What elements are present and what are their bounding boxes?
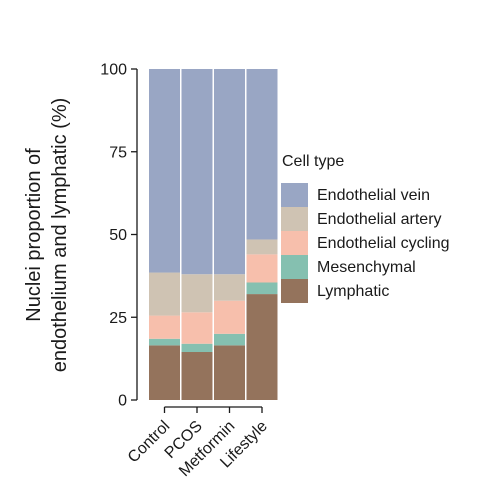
y-tick-label-75: 75 — [109, 144, 127, 161]
bars-group — [149, 69, 278, 400]
legend-swatch-mesenchymal — [281, 255, 308, 279]
legend-label-mesenchymal: Mesenchymal — [317, 259, 416, 276]
bar-segment-endothelial-cycling-control — [149, 315, 180, 339]
bar-segment-lymphatic-pcos — [181, 352, 213, 400]
y-tick-label-100: 100 — [100, 62, 127, 79]
bar-segment-endothelial-artery-metformin — [214, 274, 245, 301]
bar-segment-endothelial-artery-lifestyle — [246, 239, 278, 255]
bar-segment-endothelial-cycling-lifestyle — [246, 254, 278, 283]
bar-segment-lymphatic-control — [149, 345, 180, 400]
y-axis-label: Nuclei proportion of endothelium and lym… — [23, 98, 71, 373]
bar-segment-mesenchymal-pcos — [181, 343, 213, 353]
bar-segment-lymphatic-lifestyle — [246, 294, 278, 400]
legend: Cell type Endothelial vein Endothelial ar… — [281, 153, 450, 303]
legend-label-endothelial-vein: Endothelial vein — [317, 187, 430, 204]
legend-label-endothelial-artery: Endothelial artery — [317, 211, 442, 228]
bar-segment-endothelial-artery-pcos — [181, 274, 213, 313]
legend-swatch-endothelial-cycling — [281, 231, 308, 255]
bar-segment-mesenchymal-lifestyle — [246, 282, 278, 295]
bar-segment-mesenchymal-metformin — [214, 333, 245, 346]
bar-segment-lymphatic-metformin — [214, 345, 245, 400]
bar-segment-endothelial-cycling-pcos — [181, 312, 213, 344]
bar-segment-mesenchymal-control — [149, 338, 180, 346]
bar-segment-endothelial-vein-control — [149, 69, 180, 273]
bar-segment-endothelial-vein-pcos — [181, 69, 213, 275]
y-axis-label-line-2: endothelium and lymphatic (%) — [49, 98, 71, 373]
legend-swatch-lymphatic — [281, 279, 308, 303]
y-tick-label-0: 0 — [118, 393, 127, 410]
x-tick-label-control: Control — [125, 418, 173, 466]
legend-swatch-endothelial-vein — [281, 183, 308, 207]
legend-swatch-endothelial-artery — [281, 207, 308, 231]
legend-label-endothelial-cycling: Endothelial cycling — [317, 235, 450, 252]
legend-label-lymphatic: Lymphatic — [317, 283, 389, 300]
bar-segment-endothelial-artery-control — [149, 272, 180, 316]
legend-title: Cell type — [282, 153, 344, 170]
y-axis-label-line-1: Nuclei proportion of — [23, 148, 45, 322]
bar-segment-endothelial-vein-metformin — [214, 69, 245, 275]
y-tick-label-25: 25 — [109, 310, 127, 327]
bar-segment-endothelial-vein-lifestyle — [246, 69, 278, 240]
y-tick-label-50: 50 — [109, 227, 127, 244]
bar-segment-endothelial-cycling-metformin — [214, 300, 245, 334]
